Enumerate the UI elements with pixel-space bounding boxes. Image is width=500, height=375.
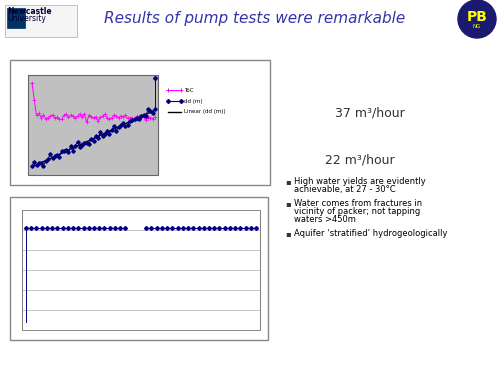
Bar xyxy=(10,197,268,340)
Text: ▪: ▪ xyxy=(285,229,290,238)
Text: dd (m): dd (m) xyxy=(184,99,203,104)
Text: vicinity of packer; not tapping: vicinity of packer; not tapping xyxy=(294,207,420,216)
Text: waters >450m: waters >450m xyxy=(294,215,356,224)
Circle shape xyxy=(458,0,496,38)
Text: 37 m³/hour: 37 m³/hour xyxy=(335,106,405,120)
Text: Aquifer ‘stratified’ hydrogeologically: Aquifer ‘stratified’ hydrogeologically xyxy=(294,229,448,238)
Text: NG: NG xyxy=(473,24,481,30)
Bar xyxy=(5,5,77,37)
Text: High water yields are evidently: High water yields are evidently xyxy=(294,177,426,186)
Text: Water comes from fractures in: Water comes from fractures in xyxy=(294,199,422,208)
Text: ▪: ▪ xyxy=(285,177,290,186)
Text: 22 m³/hour: 22 m³/hour xyxy=(325,153,395,166)
Bar xyxy=(22,210,260,330)
Text: Linear (dd (m)): Linear (dd (m)) xyxy=(184,110,226,114)
Bar xyxy=(10,60,270,185)
Text: PB: PB xyxy=(466,10,487,24)
Text: achievable, at 27 - 30°C: achievable, at 27 - 30°C xyxy=(294,185,396,194)
Bar xyxy=(7,8,25,28)
Text: ToC: ToC xyxy=(184,87,194,93)
Bar xyxy=(28,75,158,175)
Text: ▪: ▪ xyxy=(285,199,290,208)
Text: University: University xyxy=(7,14,46,23)
Text: Newcastle: Newcastle xyxy=(7,7,52,16)
Text: Results of pump tests were remarkable: Results of pump tests were remarkable xyxy=(104,10,406,26)
